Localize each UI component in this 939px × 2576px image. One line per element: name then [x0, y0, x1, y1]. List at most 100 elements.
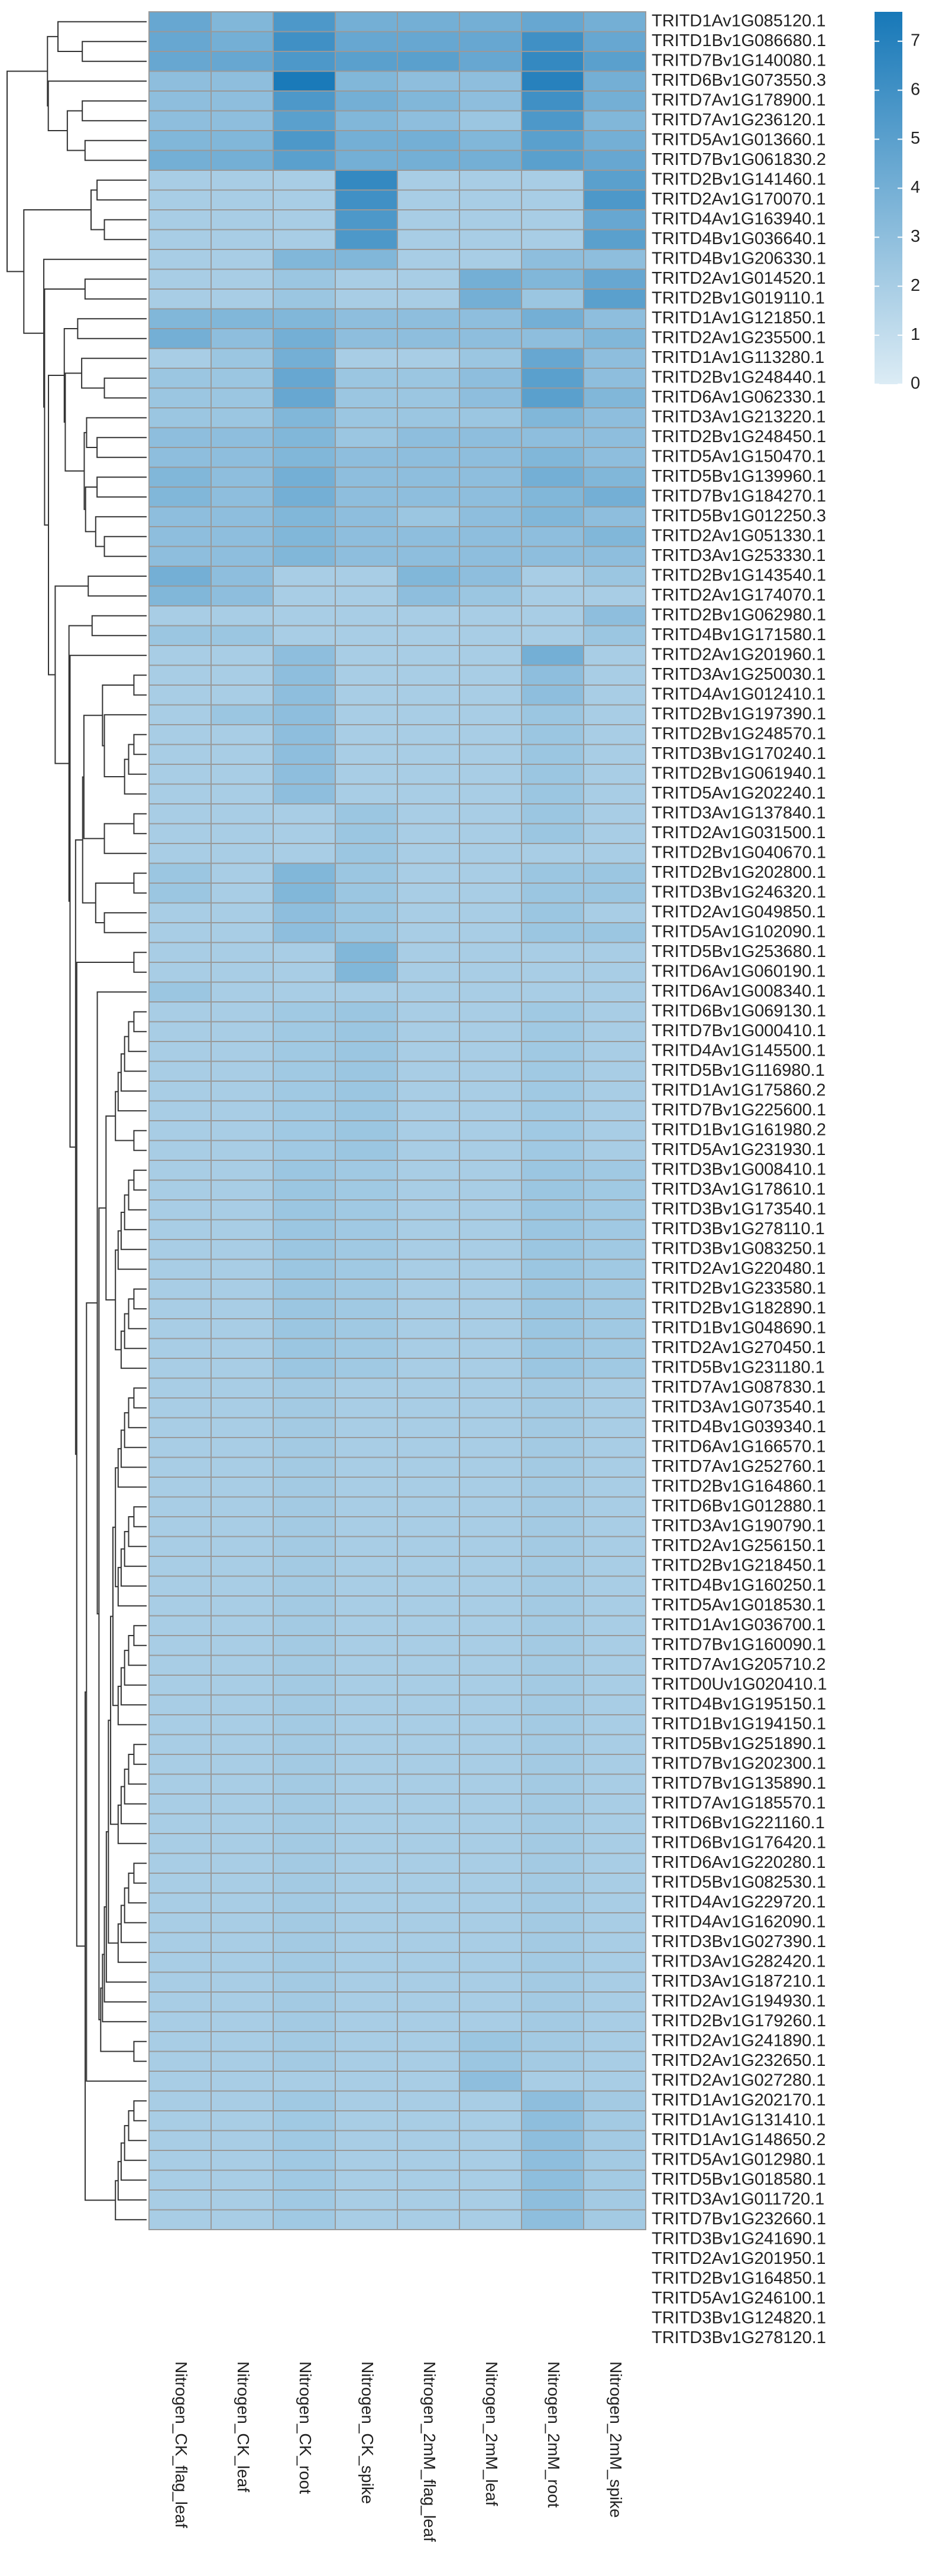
- heat-cell: [459, 1377, 522, 1399]
- heat-cell: [148, 1675, 212, 1696]
- heat-cell: [397, 1219, 460, 1240]
- heat-cell: [273, 1852, 336, 1874]
- heat-cell: [397, 1536, 460, 1557]
- heat-cell: [273, 229, 336, 250]
- heat-cell: [273, 605, 336, 627]
- heat-cell: [335, 249, 398, 270]
- heat-cell: [521, 130, 584, 151]
- heat-cell: [335, 1239, 398, 1260]
- heat-cell: [521, 2090, 584, 2111]
- dendrogram-branch: [124, 1412, 147, 1448]
- heat-cell: [459, 506, 522, 527]
- heat-cell: [335, 1318, 398, 1339]
- heat-cell: [521, 1773, 584, 1795]
- heat-cell: [335, 150, 398, 171]
- dendrogram-branch: [77, 318, 147, 339]
- row-label: TRITD3Av1G178610.1: [652, 1180, 825, 1199]
- heat-cell: [335, 862, 398, 884]
- heat-cell: [273, 1120, 336, 1141]
- heat-cell: [148, 11, 212, 33]
- heat-cell: [459, 1437, 522, 1458]
- heat-cell: [583, 170, 646, 191]
- row-label: TRITD3Av1G213220.1: [652, 407, 825, 426]
- heat-cell: [583, 724, 646, 745]
- heat-cell: [459, 486, 522, 508]
- heat-cell: [583, 209, 646, 231]
- heat-cell: [583, 1279, 646, 1300]
- row-label: TRITD2Bv1G040670.1: [652, 843, 826, 862]
- heat-cell: [211, 724, 274, 745]
- heat-cell: [397, 170, 460, 191]
- heat-cell: [459, 764, 522, 785]
- heat-cell: [583, 1516, 646, 1537]
- heat-cell: [397, 1298, 460, 1319]
- heat-cell: [521, 684, 584, 706]
- heat-cell: [335, 189, 398, 210]
- heat-cell: [583, 1675, 646, 1696]
- heat-cell: [459, 605, 522, 627]
- heat-cell: [148, 1338, 212, 1359]
- heat-cell: [397, 466, 460, 488]
- heat-cell: [211, 1991, 274, 2013]
- heat-cell: [521, 764, 584, 785]
- heat-cell: [583, 1932, 646, 1953]
- heat-cell: [148, 1437, 212, 1458]
- dendrogram-branch: [133, 1169, 147, 1191]
- heat-cell: [335, 724, 398, 745]
- heat-cell: [397, 1239, 460, 1260]
- heat-cell: [273, 447, 336, 468]
- heat-cell: [459, 902, 522, 923]
- heat-cell: [211, 1377, 274, 1399]
- heat-cell: [459, 1417, 522, 1438]
- dendrogram-branch: [47, 35, 59, 107]
- heat-cell: [273, 862, 336, 884]
- heat-cell: [459, 1833, 522, 1854]
- heat-cell: [148, 209, 212, 231]
- heat-cell: [335, 1140, 398, 1161]
- heat-cell: [521, 110, 584, 131]
- heat-cell: [521, 744, 584, 765]
- heat-cell: [397, 229, 460, 250]
- heat-cell: [459, 110, 522, 131]
- heat-cell: [397, 2110, 460, 2131]
- heat-cell: [459, 1456, 522, 1478]
- heat-cell: [397, 1873, 460, 1894]
- heat-cell: [459, 31, 522, 52]
- heat-cell: [335, 1021, 398, 1042]
- heat-cell: [273, 328, 336, 349]
- heat-cell: [273, 427, 336, 448]
- heat-cell: [397, 2051, 460, 2072]
- heat-cell: [211, 90, 274, 112]
- heat-cell: [397, 2169, 460, 2191]
- dendrogram-branch: [44, 288, 85, 526]
- heat-cell: [211, 566, 274, 587]
- heat-cell: [397, 981, 460, 1003]
- row-label: TRITD5Bv1G139960.1: [652, 467, 826, 486]
- row-label: TRITD2Bv1G218450.1: [652, 1556, 826, 1575]
- dendrogram-branch: [133, 1130, 147, 1151]
- heat-cell: [335, 566, 398, 587]
- heat-cell: [148, 2189, 212, 2211]
- heat-cell: [211, 70, 274, 92]
- row-label: TRITD2Bv1G164850.1: [652, 2269, 826, 2288]
- heat-cell: [397, 387, 460, 408]
- row-label: TRITD5Bv1G253680.1: [652, 942, 826, 961]
- row-label: TRITD7Av1G087830.1: [652, 1378, 825, 1397]
- dendrogram-branch: [82, 776, 96, 904]
- heat-cell: [211, 1318, 274, 1339]
- heat-cell: [148, 427, 212, 448]
- heat-cell: [521, 2130, 584, 2151]
- heat-cell: [583, 883, 646, 904]
- row-label: TRITD4Av1G163940.1: [652, 209, 825, 228]
- row-label: TRITD5Bv1G082530.1: [652, 1873, 826, 1892]
- heat-cell: [211, 407, 274, 429]
- row-label: TRITD6Av1G060190.1: [652, 962, 825, 981]
- heat-cell: [521, 1219, 584, 1240]
- heat-cell: [459, 407, 522, 429]
- heat-cell: [459, 803, 522, 825]
- heat-cell: [521, 387, 584, 408]
- heat-cell: [459, 11, 522, 33]
- heat-cell: [148, 843, 212, 864]
- heat-cell: [521, 2011, 584, 2032]
- heat-cell: [335, 1001, 398, 1023]
